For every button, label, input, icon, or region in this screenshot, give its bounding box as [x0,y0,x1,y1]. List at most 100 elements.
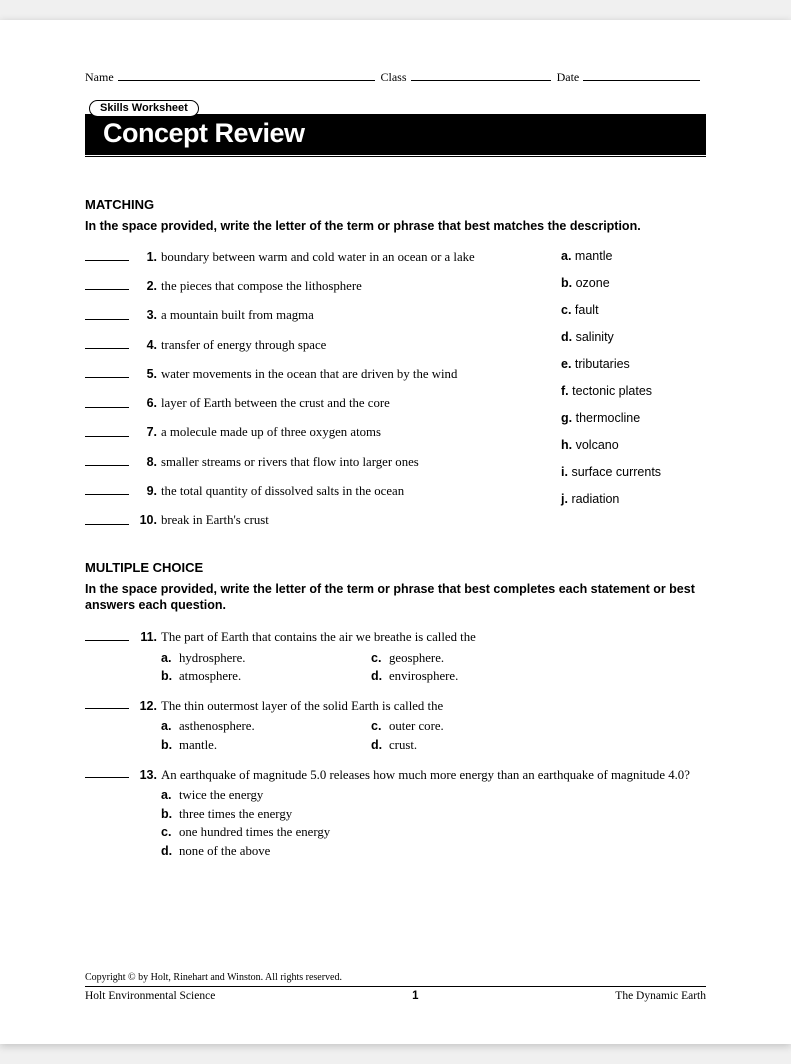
mc-choice: d.crust. [371,736,706,755]
answer-blank[interactable] [85,307,129,319]
question-number: 11. [137,628,157,646]
choice-text: twice the energy [179,786,263,805]
term-letter: c. [561,303,571,317]
answer-blank[interactable] [85,366,129,378]
term-text: fault [575,303,599,317]
matching-question: 5.water movements in the ocean that are … [85,366,535,383]
answer-blank[interactable] [85,766,129,778]
term-letter: h. [561,438,572,452]
question-number: 2. [137,278,157,295]
question-text: layer of Earth between the crust and the… [161,395,535,412]
term-letter: b. [561,276,572,290]
question-number: 4. [137,337,157,354]
mc-question: 12. The thin outermost layer of the solid… [85,697,706,755]
class-blank[interactable] [411,70,551,81]
matching-question: 6.layer of Earth between the crust and t… [85,395,535,412]
mc-choice: c.one hundred times the energy [161,823,706,842]
choice-text: geosphere. [389,649,444,668]
choice-text: none of the above [179,842,270,861]
matching-section: 1.boundary between warm and cold water i… [85,249,706,542]
term-text: volcano [576,438,619,452]
date-blank[interactable] [583,70,700,81]
mc-choices: a.hydrosphere.b.atmosphere.c.geosphere.d… [161,649,706,686]
mc-stem: The thin outermost layer of the solid Ea… [161,699,443,713]
question-text: boundary between warm and cold water in … [161,249,535,266]
class-label: Class [381,70,407,85]
matching-question: 9.the total quantity of dissolved salts … [85,483,535,500]
mc-question: 13.An earthquake of magnitude 5.0 releas… [85,766,706,861]
choice-text: atmosphere. [179,667,241,686]
question-number: 12. [137,697,157,715]
answer-blank[interactable] [85,512,129,524]
mc-choice: b.three times the energy [161,805,706,824]
choice-text: outer core. [389,717,444,736]
term-item: f. tectonic plates [561,384,706,398]
question-number: 3. [137,307,157,324]
mc-section: 11. The part of Earth that contains the a… [85,628,706,860]
term-item: a. mantle [561,249,706,263]
answer-blank[interactable] [85,278,129,290]
matching-question: 1.boundary between warm and cold water i… [85,249,535,266]
choice-letter: c. [161,823,179,842]
term-text: surface currents [571,465,661,479]
matching-questions-column: 1.boundary between warm and cold water i… [85,249,535,542]
question-number: 13. [137,766,157,784]
term-item: j. radiation [561,492,706,506]
term-text: salinity [576,330,614,344]
question-number: 5. [137,366,157,383]
question-text: a molecule made up of three oxygen atoms [161,424,535,441]
matching-question: 10.break in Earth's crust [85,512,535,529]
mc-stem: The part of Earth that contains the air … [161,630,476,644]
term-item: h. volcano [561,438,706,452]
matching-question: 7.a molecule made up of three oxygen ato… [85,424,535,441]
choice-text: asthenosphere. [179,717,255,736]
answer-blank[interactable] [85,454,129,466]
mc-instructions: In the space provided, write the letter … [85,581,706,615]
mc-choices: a.asthenosphere.b.mantle. c.outer core.d.… [161,717,706,754]
choice-letter: c. [371,649,389,668]
choice-text: mantle. [179,736,217,755]
matching-question: 8.smaller streams or rivers that flow in… [85,454,535,471]
term-item: c. fault [561,303,706,317]
answer-blank[interactable] [85,395,129,407]
answer-blank[interactable] [85,697,129,709]
mc-choices: a.twice the energyb.three times the ener… [161,786,706,860]
mc-choice: a.asthenosphere. [161,717,371,736]
question-text: a mountain built from magma [161,307,535,324]
term-item: g. thermocline [561,411,706,425]
question-number: 9. [137,483,157,500]
matching-question: 4.transfer of energy through space [85,337,535,354]
page-footer: Copyright © by Holt, Rinehart and Winsto… [85,972,706,1002]
term-letter: j. [561,492,568,506]
question-text: water movements in the ocean that are dr… [161,366,535,383]
footer-right: The Dynamic Earth [615,990,706,1002]
matching-terms-column: a. mantleb. ozonec. faultd. salinitye. t… [561,249,706,542]
matching-question: 3.a mountain built from magma [85,307,535,324]
question-text: the pieces that compose the lithosphere [161,278,535,295]
choice-letter: a. [161,649,179,668]
question-text: smaller streams or rivers that flow into… [161,454,535,471]
question-text: break in Earth's crust [161,512,535,529]
choice-letter: b. [161,667,179,686]
name-blank[interactable] [118,70,375,81]
student-info-header: Name Class Date [85,70,706,85]
answer-blank[interactable] [85,483,129,495]
choice-letter: a. [161,786,179,805]
choice-text: three times the energy [179,805,292,824]
term-item: i. surface currents [561,465,706,479]
answer-blank[interactable] [85,424,129,436]
term-text: mantle [575,249,613,263]
choice-letter: c. [371,717,389,736]
answer-blank[interactable] [85,249,129,261]
name-label: Name [85,70,114,85]
term-letter: f. [561,384,569,398]
choice-letter: b. [161,805,179,824]
answer-blank[interactable] [85,337,129,349]
choice-letter: b. [161,736,179,755]
footer-left: Holt Environmental Science [85,990,215,1002]
choice-letter: a. [161,717,179,736]
term-text: thermocline [576,411,641,425]
answer-blank[interactable] [85,628,129,640]
mc-choice: a.hydrosphere. [161,649,371,668]
term-text: tributaries [575,357,630,371]
